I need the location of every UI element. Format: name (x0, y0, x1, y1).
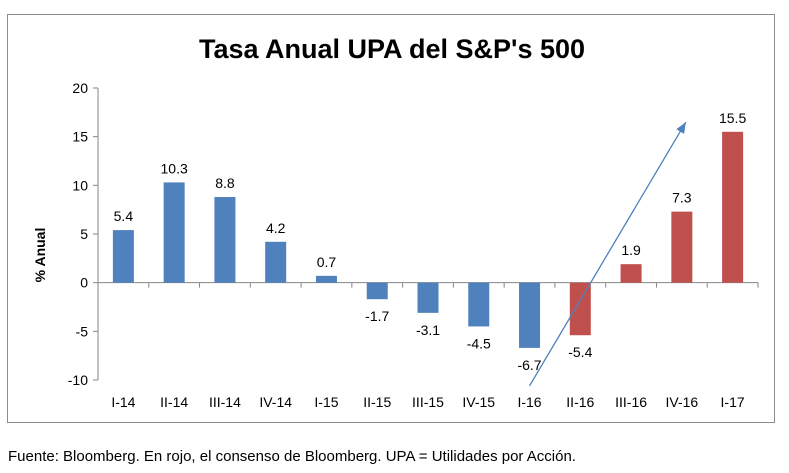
bar (519, 282, 541, 348)
x-tick-label: II-15 (363, 394, 391, 410)
bar (468, 282, 490, 327)
data-label: -6.7 (517, 357, 541, 373)
x-tick-label: I-16 (517, 394, 541, 410)
y-axis-label: % Anual (32, 228, 48, 283)
data-label: 7.3 (672, 190, 692, 206)
bar (315, 275, 337, 283)
data-label: 1.9 (621, 242, 641, 258)
bar (265, 241, 287, 283)
y-tick-label: -5 (76, 323, 89, 339)
bar (671, 211, 693, 283)
x-tick-label: III-15 (412, 394, 444, 410)
x-tick-label: I-17 (721, 394, 745, 410)
data-label: 15.5 (719, 110, 746, 126)
x-tick-label: IV-14 (259, 394, 292, 410)
data-label: 4.2 (266, 220, 286, 236)
x-tick-label: IV-15 (462, 394, 495, 410)
x-tick-label: IV-16 (665, 394, 698, 410)
x-tick-label: III-14 (209, 394, 241, 410)
data-label: -4.5 (467, 335, 491, 351)
plot-area: 20 15 10 5 0 -5 -10 5.4 I-14 10.3 II-14 8.8 III-14 4.… (68, 80, 759, 410)
data-label: 0.7 (317, 254, 337, 270)
x-tick-label: I-15 (314, 394, 338, 410)
chart-title: Tasa Anual UPA del S&P's 500 (199, 34, 585, 64)
y-tick-label: -10 (68, 372, 88, 388)
x-tick-label: II-16 (566, 394, 594, 410)
bar (366, 282, 388, 300)
bar (417, 282, 439, 313)
y-tick-label: 15 (72, 129, 88, 145)
bar-chart: Tasa Anual UPA del S&P's 500 % Anual 20 1… (32, 34, 759, 410)
data-label: -5.4 (568, 344, 592, 360)
x-tick-label: II-14 (160, 394, 188, 410)
trend-arrow-head (676, 122, 686, 134)
data-label: -1.7 (365, 308, 389, 324)
trend-arrow-line (528, 121, 687, 387)
chart-area: Tasa Anual UPA del S&P's 500 % Anual 20 1… (7, 14, 775, 423)
x-tick-label: III-16 (615, 394, 647, 410)
bar (569, 282, 591, 336)
bar (620, 264, 642, 283)
bar (163, 182, 185, 283)
y-tick-label: 5 (80, 226, 88, 242)
data-label: 5.4 (114, 208, 134, 224)
data-label: -3.1 (416, 322, 440, 338)
bar (214, 197, 236, 283)
bar (722, 131, 744, 283)
x-tick-label: I-14 (111, 394, 135, 410)
y-tick-label: 20 (72, 80, 88, 96)
y-tick-label: 0 (80, 275, 88, 291)
data-label: 10.3 (161, 160, 188, 176)
y-tick-label: 10 (72, 177, 88, 193)
source-footnote: Fuente: Bloomberg. En rojo, el consenso … (8, 448, 576, 465)
bar (112, 230, 134, 283)
data-label: 8.8 (215, 175, 235, 191)
